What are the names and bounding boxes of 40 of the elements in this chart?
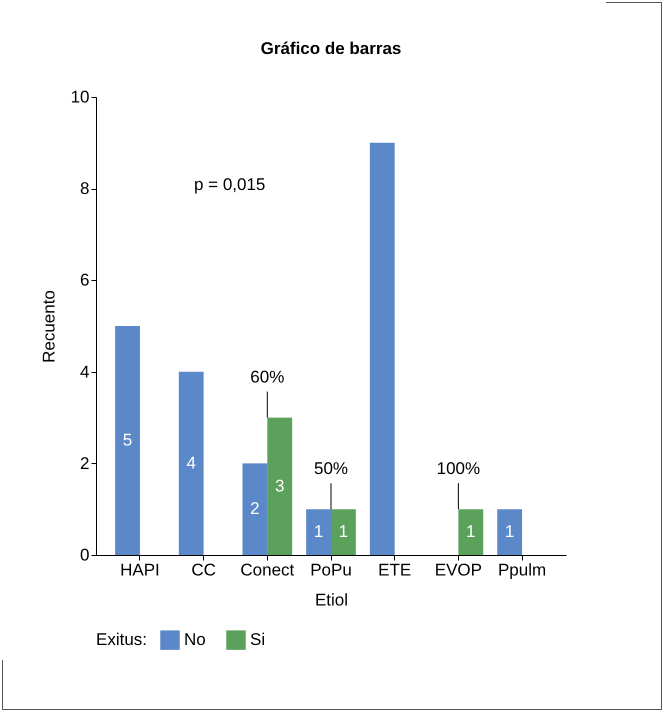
annotation: 100% xyxy=(436,459,480,478)
y-tick-label: 8 xyxy=(80,179,90,198)
bar xyxy=(242,463,268,555)
data-label: 1 xyxy=(338,522,348,542)
data-label: 1 xyxy=(504,522,514,542)
x-tick-label: EVOP xyxy=(434,560,482,580)
x-tick-label: Ppulm xyxy=(498,560,546,580)
data-label: 4 xyxy=(186,453,196,472)
data-label: 1 xyxy=(314,522,324,542)
annotation: 50% xyxy=(314,459,348,478)
chart-title: Gráfico de barras xyxy=(260,39,402,58)
bar xyxy=(115,326,140,555)
x-tick-label: CC xyxy=(191,560,216,580)
bar xyxy=(458,509,484,555)
bar xyxy=(331,509,356,555)
data-label: 5 xyxy=(122,430,132,450)
annotation: 60% xyxy=(250,368,284,387)
legend-title: Exitus: xyxy=(96,630,148,649)
bar xyxy=(306,509,331,555)
y-tick-label: 0 xyxy=(80,546,90,564)
data-label: 1 xyxy=(466,522,476,542)
bar xyxy=(267,418,292,555)
legend-label: Si xyxy=(250,630,266,650)
bar xyxy=(497,509,522,555)
annotation: p = 0,015 xyxy=(194,175,266,194)
bar xyxy=(178,372,204,555)
data-label: 3 xyxy=(275,476,284,496)
y-tick-label: 2 xyxy=(80,454,90,473)
legend-label: No xyxy=(184,630,206,650)
y-axis-title: Recuento xyxy=(40,290,59,363)
y-tick-label: 10 xyxy=(70,88,90,106)
data-label: 2 xyxy=(250,499,260,518)
x-tick-label: ETE xyxy=(378,560,412,580)
bar xyxy=(370,142,395,555)
x-tick-label: HAPI xyxy=(120,560,160,580)
x-tick-label: PoPu xyxy=(310,560,352,580)
x-tick-label: Conect xyxy=(240,560,295,580)
y-tick-label: 6 xyxy=(80,270,90,290)
y-tick-label: 4 xyxy=(80,362,90,382)
x-axis-title: Etiol xyxy=(314,590,348,610)
